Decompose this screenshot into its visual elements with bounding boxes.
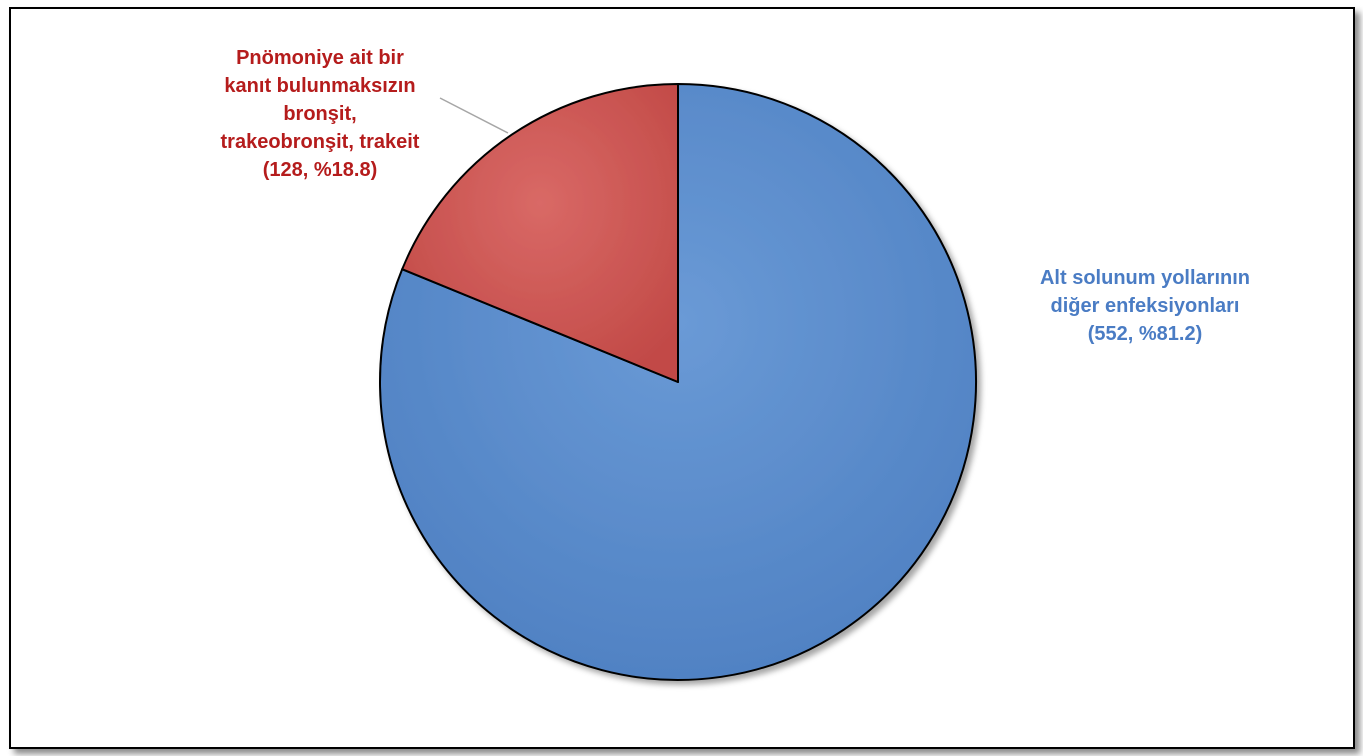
label-leader-line	[439, 97, 509, 134]
slice-label-line: diğer enfeksiyonları	[1050, 295, 1240, 317]
slice-label-bronsit: Pnömoniye ait bir kanıt bulunmaksızın br…	[180, 44, 460, 184]
slice-label-line: Alt solunum yollarının	[1039, 267, 1250, 289]
pie-slices	[379, 83, 977, 681]
pie-slice-alt-solunum	[379, 83, 977, 681]
slice-label-value: (552, %81.2)	[1087, 323, 1203, 345]
slice-label-line: kanıt bulunmaksızın	[224, 75, 416, 97]
pie-slice-bronsit	[401, 83, 679, 383]
slice-label-line: bronşit,	[283, 103, 357, 125]
slice-label-value: (128, %18.8)	[262, 159, 378, 181]
slice-label-line: trakeobronşit, trakeit	[220, 131, 420, 153]
slice-label-line: Pnömoniye ait bir	[236, 47, 404, 69]
slice-label-alt-solunum: Alt solunum yollarının diğer enfeksiyonl…	[1010, 264, 1280, 348]
